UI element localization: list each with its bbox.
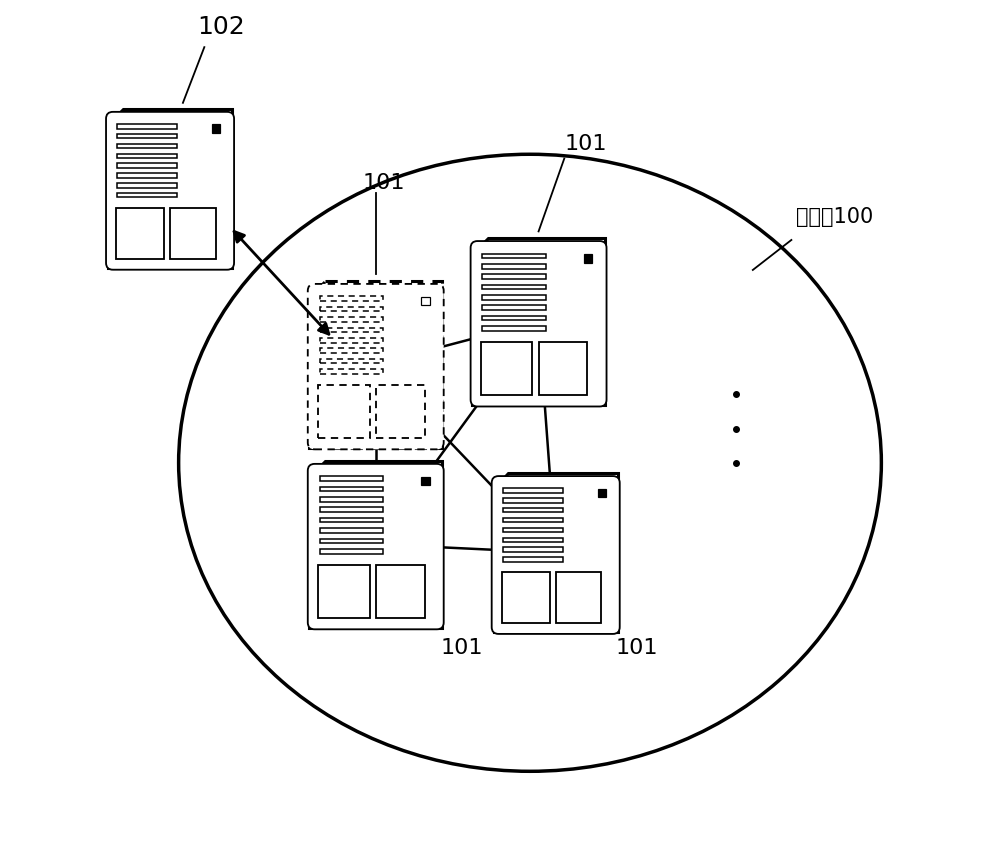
Bar <box>503 528 563 532</box>
Bar <box>421 476 430 485</box>
Bar <box>318 565 370 618</box>
Polygon shape <box>472 238 605 405</box>
Bar <box>503 518 563 522</box>
Bar <box>539 342 587 395</box>
Bar <box>503 498 563 502</box>
Bar <box>170 208 216 259</box>
Bar <box>376 385 425 438</box>
Polygon shape <box>108 109 232 268</box>
Bar <box>320 317 383 322</box>
Text: 区块链100: 区块链100 <box>796 207 873 227</box>
Bar <box>482 326 546 331</box>
Bar <box>117 193 177 197</box>
FancyBboxPatch shape <box>471 241 607 406</box>
Bar <box>320 338 383 343</box>
Bar <box>320 327 383 333</box>
Polygon shape <box>494 474 618 632</box>
Bar <box>320 487 383 491</box>
FancyBboxPatch shape <box>106 112 234 270</box>
Bar <box>320 538 383 543</box>
Bar <box>503 537 563 542</box>
Bar <box>320 348 383 353</box>
Bar <box>482 274 546 279</box>
Bar <box>502 572 550 623</box>
Bar <box>503 557 563 561</box>
Bar <box>503 508 563 512</box>
Bar <box>117 144 177 148</box>
Bar <box>320 528 383 533</box>
Bar <box>320 369 383 374</box>
Bar <box>556 572 601 623</box>
Text: 101: 101 <box>440 638 483 658</box>
Bar <box>117 124 177 129</box>
Bar <box>320 497 383 502</box>
FancyBboxPatch shape <box>308 464 444 629</box>
Text: 101: 101 <box>616 638 658 658</box>
Text: 101: 101 <box>363 173 406 193</box>
Text: 101: 101 <box>564 135 607 154</box>
FancyBboxPatch shape <box>308 284 444 449</box>
Bar <box>503 548 563 552</box>
Bar <box>320 476 383 481</box>
Bar <box>320 507 383 512</box>
Bar <box>320 358 383 363</box>
Text: 102: 102 <box>198 15 245 39</box>
Polygon shape <box>309 281 442 448</box>
Bar <box>482 264 546 268</box>
Bar <box>320 297 383 301</box>
Bar <box>117 183 177 188</box>
Bar <box>212 124 220 133</box>
Bar <box>320 518 383 523</box>
Polygon shape <box>309 461 442 627</box>
Bar <box>376 565 425 618</box>
Bar <box>117 153 177 158</box>
Bar <box>320 548 383 554</box>
Bar <box>503 488 563 493</box>
Bar <box>481 342 532 395</box>
Bar <box>482 285 546 290</box>
Bar <box>584 254 592 262</box>
Bar <box>116 208 164 259</box>
Bar <box>117 134 177 138</box>
Bar <box>320 307 383 311</box>
Ellipse shape <box>179 154 881 771</box>
FancyBboxPatch shape <box>492 476 620 634</box>
Bar <box>421 297 430 305</box>
Bar <box>482 315 546 321</box>
Bar <box>318 385 370 438</box>
Bar <box>482 305 546 310</box>
Bar <box>598 488 606 497</box>
Bar <box>482 254 546 258</box>
Bar <box>482 295 546 300</box>
Bar <box>117 173 177 177</box>
Bar <box>117 164 177 168</box>
